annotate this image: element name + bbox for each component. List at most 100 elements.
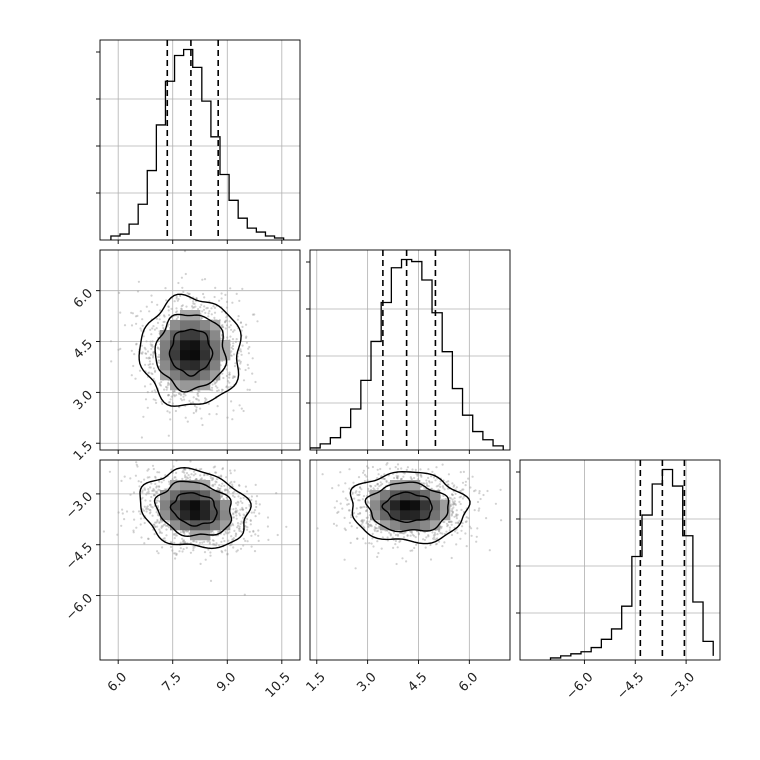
sample-point	[184, 394, 187, 397]
sample-point	[211, 543, 215, 546]
sample-point	[368, 542, 371, 545]
sample-point	[343, 558, 346, 561]
density-cell	[190, 330, 201, 341]
sample-point	[145, 507, 148, 511]
x-tick-label: 6.0	[456, 670, 481, 695]
sample-point	[222, 376, 225, 380]
sample-point	[211, 386, 214, 389]
sample-point	[241, 508, 244, 511]
histogram-bin	[561, 656, 571, 660]
sample-point	[347, 509, 351, 512]
x-tick-label: 7.5	[160, 670, 185, 695]
sample-point	[171, 549, 174, 552]
sample-point	[367, 489, 370, 492]
sample-point	[184, 476, 187, 479]
sample-point	[219, 487, 222, 490]
sample-point	[454, 503, 457, 506]
sample-point	[221, 326, 224, 329]
histogram-bin	[202, 101, 211, 240]
sample-point	[135, 461, 138, 464]
sample-point	[146, 469, 149, 472]
sample-point	[384, 488, 387, 491]
sample-point	[454, 530, 457, 533]
sample-point	[439, 532, 442, 535]
sample-point	[140, 329, 143, 332]
sample-point	[231, 338, 235, 341]
histogram-bin	[371, 341, 381, 450]
sample-point	[147, 363, 150, 366]
density-cell	[160, 350, 171, 361]
sample-point	[151, 372, 154, 376]
sample-point	[174, 409, 177, 413]
sample-point	[370, 524, 373, 527]
sample-point	[239, 522, 242, 526]
sample-point	[357, 499, 360, 502]
sample-point	[147, 357, 150, 360]
sample-point	[169, 418, 172, 421]
sample-point	[235, 533, 238, 536]
sample-point	[182, 540, 185, 543]
sample-point	[357, 512, 360, 516]
sample-point	[370, 525, 373, 528]
density-cell	[380, 520, 391, 531]
sample-point	[179, 531, 182, 534]
sample-point	[396, 463, 400, 466]
sample-point	[445, 481, 448, 484]
sample-point	[208, 541, 211, 544]
sample-point	[441, 532, 444, 535]
density-cell	[210, 350, 221, 361]
sample-point	[166, 520, 169, 523]
sample-point	[380, 531, 383, 534]
sample-point	[238, 368, 241, 371]
sample-point	[173, 541, 176, 544]
sample-point	[348, 509, 351, 512]
sample-point	[413, 546, 416, 550]
sample-point	[388, 481, 391, 484]
sample-point	[456, 521, 459, 524]
histogram-bin	[483, 440, 493, 450]
sample-point	[438, 530, 441, 533]
sample-point	[167, 382, 170, 385]
sample-point	[148, 356, 151, 359]
sample-point	[170, 541, 173, 544]
sample-point	[139, 517, 143, 520]
sample-point	[184, 416, 187, 419]
sample-point	[230, 328, 233, 331]
sample-point	[447, 520, 450, 524]
sample-point	[150, 482, 153, 485]
sample-point	[448, 520, 451, 524]
sample-point	[192, 547, 195, 550]
sample-point	[120, 479, 123, 482]
sample-point	[173, 300, 176, 303]
sample-point	[173, 552, 176, 555]
sample-point	[450, 513, 453, 516]
sample-point	[251, 357, 254, 360]
sample-point	[164, 474, 167, 477]
sample-point	[133, 353, 136, 356]
sample-point	[245, 521, 248, 524]
sample-point	[372, 487, 375, 490]
sample-point	[152, 377, 155, 381]
sample-point	[214, 385, 217, 388]
sample-point	[199, 407, 202, 410]
density-cell	[440, 500, 451, 511]
sample-point	[117, 348, 120, 351]
sample-point	[210, 477, 213, 480]
sample-point	[250, 545, 253, 548]
sample-point	[235, 511, 238, 514]
sample-point	[152, 352, 155, 355]
histogram-bin	[442, 352, 452, 450]
sample-point	[239, 360, 242, 363]
sample-point	[239, 530, 242, 533]
sample-point	[175, 311, 178, 314]
sample-point	[241, 501, 244, 505]
sample-point	[359, 511, 362, 515]
sample-point	[236, 549, 239, 552]
sample-point	[168, 401, 171, 404]
sample-point	[440, 527, 443, 530]
sample-point	[401, 532, 404, 535]
x-tick-label: −3.0	[665, 670, 698, 703]
sample-point	[197, 399, 200, 402]
sample-point	[158, 521, 161, 524]
sample-point	[175, 317, 178, 321]
